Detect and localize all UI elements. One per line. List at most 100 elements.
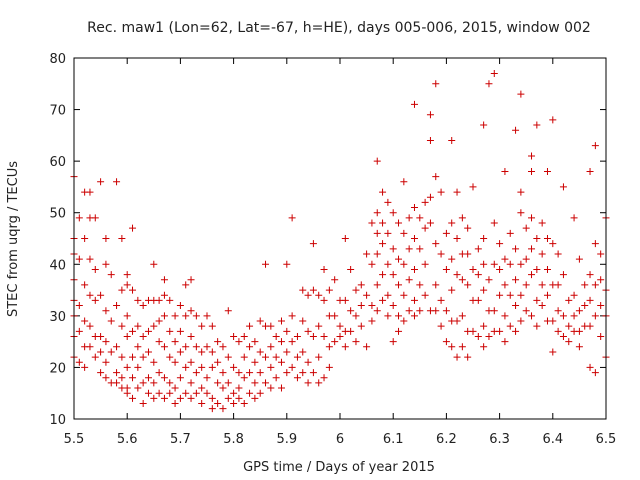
data-point (559, 312, 567, 320)
data-point (512, 327, 520, 335)
data-point (405, 214, 413, 222)
data-point (288, 312, 296, 320)
data-point (235, 369, 243, 377)
data-point (426, 219, 434, 227)
data-point (262, 260, 270, 268)
data-point (554, 250, 562, 258)
data-point (517, 291, 525, 299)
data-point (113, 343, 121, 351)
data-point (187, 332, 195, 340)
data-point (166, 389, 174, 397)
data-point (192, 369, 200, 377)
data-point (219, 369, 227, 377)
data-point (512, 276, 520, 284)
data-point (480, 121, 488, 129)
data-point (171, 312, 179, 320)
data-point (575, 343, 583, 351)
data-point (129, 327, 137, 335)
data-point (123, 271, 131, 279)
x-tick-label: 5.8 (223, 432, 244, 447)
data-point (304, 327, 312, 335)
data-point (224, 307, 232, 315)
data-point (256, 389, 264, 397)
data-point (543, 291, 551, 299)
x-tick-label: 6.1 (383, 432, 404, 447)
data-point (219, 384, 227, 392)
data-point (389, 209, 397, 217)
data-point (501, 281, 509, 289)
data-point (320, 332, 328, 340)
data-point (405, 307, 413, 315)
data-point (363, 343, 371, 351)
data-point (113, 379, 121, 387)
data-point (293, 332, 301, 340)
data-point (405, 245, 413, 253)
data-point (448, 137, 456, 145)
data-point (442, 265, 450, 273)
data-point (426, 111, 434, 119)
data-point (591, 281, 599, 289)
data-point (533, 265, 541, 273)
data-point (357, 302, 365, 310)
data-point (485, 332, 493, 340)
data-point (586, 271, 594, 279)
data-point (373, 229, 381, 237)
data-point (219, 343, 227, 351)
data-point (336, 322, 344, 330)
data-point (230, 332, 238, 340)
data-point (357, 322, 365, 330)
data-point (448, 286, 456, 294)
data-point (373, 250, 381, 258)
data-point (373, 157, 381, 165)
data-point (144, 374, 152, 382)
data-point (528, 271, 536, 279)
x-tick-label: 5.5 (64, 432, 85, 447)
data-point (384, 198, 392, 206)
data-point (256, 369, 264, 377)
data-point (554, 327, 562, 335)
data-point (331, 276, 339, 284)
data-point (240, 332, 248, 340)
data-point (506, 260, 514, 268)
data-point (384, 229, 392, 237)
data-point (395, 312, 403, 320)
data-point (586, 322, 594, 330)
data-point (480, 260, 488, 268)
data-point (357, 281, 365, 289)
data-point (277, 358, 285, 366)
data-point (464, 353, 472, 361)
data-point (91, 265, 99, 273)
data-point (107, 348, 115, 356)
data-point (198, 322, 206, 330)
data-point (155, 389, 163, 397)
data-point (320, 374, 328, 382)
data-point (368, 260, 376, 268)
data-point (581, 281, 589, 289)
data-point (501, 255, 509, 263)
data-point (75, 302, 83, 310)
data-point (410, 204, 418, 212)
data-point (246, 343, 254, 351)
data-point (559, 332, 567, 340)
data-point (123, 363, 131, 371)
data-point (480, 235, 488, 242)
data-point (320, 296, 328, 304)
data-point (91, 296, 99, 304)
data-point (485, 80, 493, 88)
data-point (506, 291, 514, 299)
data-point (208, 348, 216, 356)
data-point (267, 363, 275, 371)
data-point (91, 353, 99, 361)
data-point (543, 167, 551, 175)
data-point (81, 317, 89, 325)
data-point (107, 317, 115, 325)
data-point (240, 400, 248, 408)
data-point (219, 405, 227, 413)
data-point (176, 348, 184, 356)
data-point (129, 286, 137, 294)
data-point (97, 291, 105, 299)
data-point (538, 250, 546, 258)
data-point (432, 173, 440, 181)
data-point (97, 178, 105, 186)
data-point (171, 338, 179, 346)
